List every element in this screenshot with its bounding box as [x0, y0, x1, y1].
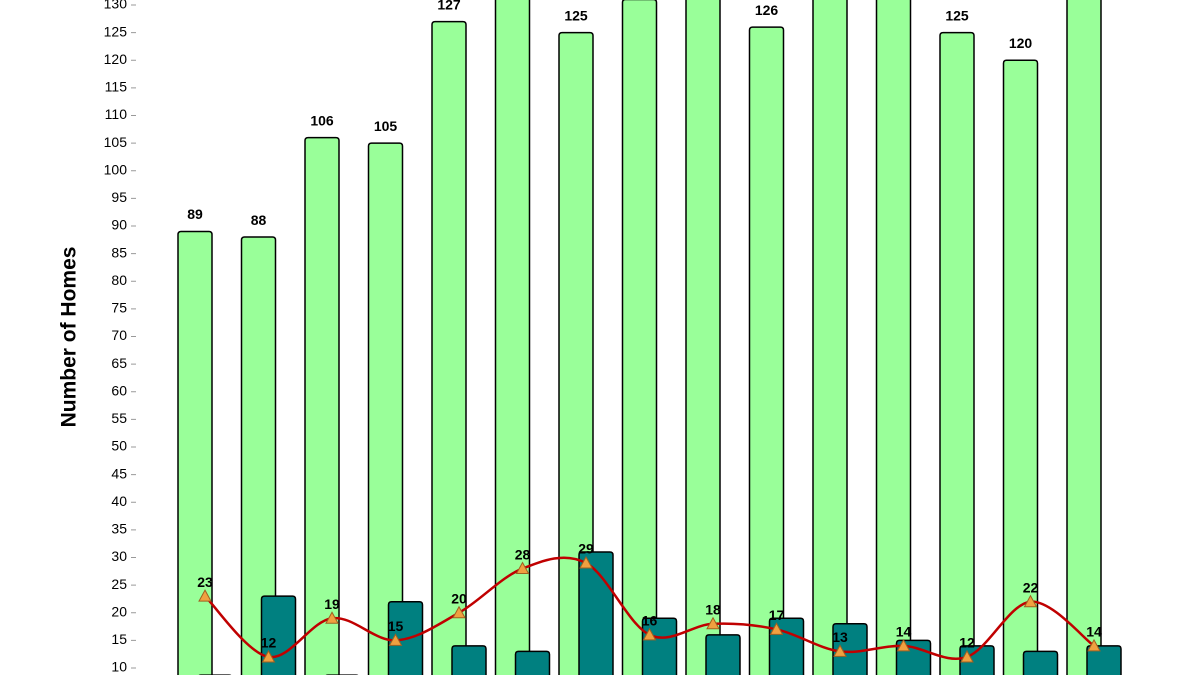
value-label: 29: [578, 541, 594, 557]
y-tick-label: 95: [111, 189, 127, 205]
marker: [960, 649, 974, 663]
value-label: 22: [1023, 579, 1039, 595]
y-tick-label: 80: [111, 272, 127, 288]
bar: [431, 20, 467, 675]
bar: [514, 650, 551, 675]
bar: [451, 645, 487, 675]
marker: [1023, 594, 1038, 608]
value-label: 20: [451, 590, 467, 606]
bar: [1086, 645, 1122, 675]
y-tick-label: 85: [111, 244, 127, 260]
bar: [705, 634, 741, 675]
y-tick-label: 125: [104, 23, 128, 39]
y-tick-label: 55: [111, 410, 127, 426]
bar: [875, 0, 912, 675]
y-tick-label: 75: [111, 300, 127, 316]
value-label: 15: [388, 618, 404, 634]
value-label: 106: [310, 112, 334, 128]
marker: [769, 622, 784, 635]
y-tick-label: 130: [104, 0, 128, 12]
marker: [515, 561, 530, 575]
bar: [1022, 650, 1059, 675]
bar: [1066, 0, 1102, 675]
value-label: 14: [1086, 624, 1102, 640]
marker: [325, 611, 339, 624]
marker: [1087, 638, 1101, 652]
value-label: 125: [945, 7, 969, 23]
bar: [685, 0, 721, 675]
value-label: 126: [755, 2, 779, 18]
marker: [706, 616, 720, 630]
value-label: 12: [959, 635, 975, 651]
marker: [642, 627, 657, 641]
value-label: 88: [251, 212, 267, 228]
bar: [558, 31, 594, 675]
value-label: 105: [374, 118, 398, 134]
y-tick-label: 40: [111, 493, 127, 509]
y-tick-label: 100: [104, 161, 128, 177]
bar: [748, 26, 785, 675]
y-tick-label: 35: [111, 521, 127, 537]
marker: [452, 605, 466, 619]
value-label: 17: [769, 607, 785, 623]
value-label: 16: [642, 613, 658, 629]
bar: [832, 623, 868, 675]
value-label: 120: [1009, 35, 1033, 51]
value-label: 14: [896, 624, 912, 640]
value-label: 19: [324, 596, 340, 612]
marker: [896, 638, 911, 652]
value-label: 28: [515, 546, 531, 562]
bar: [367, 142, 404, 675]
value-label: 89: [187, 206, 203, 222]
y-tick-label: 15: [111, 631, 127, 647]
bar: [494, 0, 531, 675]
value-label: 13: [832, 629, 848, 645]
marker: [833, 644, 847, 657]
value-label: 127: [437, 0, 461, 12]
value-label: 125: [564, 7, 588, 23]
value-label: 23: [197, 574, 213, 590]
y-axis-label: Number of Homes: [58, 247, 81, 428]
bar: [177, 230, 213, 675]
y-tick-label: 45: [111, 465, 127, 481]
y-tick-label: 30: [111, 548, 127, 564]
y-tick-label: 115: [105, 79, 128, 95]
y-tick-label: 120: [104, 51, 128, 67]
bar: [621, 0, 658, 675]
y-tick-label: 25: [111, 576, 127, 592]
bar: [240, 236, 277, 675]
y-tick-label: 50: [111, 438, 127, 454]
marker: [388, 633, 403, 646]
marker: [198, 589, 212, 602]
y-tick-label: 70: [111, 327, 127, 343]
value-label: 18: [705, 602, 721, 618]
y-tick-label: 65: [111, 355, 127, 371]
y-tick-label: 20: [111, 603, 127, 619]
y-tick-label: 10: [111, 659, 127, 675]
y-tick-label: 60: [111, 382, 127, 398]
bar: [812, 0, 848, 675]
y-tick-label: 90: [111, 217, 127, 233]
marker: [261, 649, 276, 663]
bar: [304, 136, 340, 675]
y-tick-label: 105: [104, 134, 128, 150]
bar: [1002, 59, 1039, 675]
bar: [939, 31, 975, 675]
value-label: 12: [261, 635, 277, 651]
marker: [579, 555, 593, 569]
y-tick-label: 110: [105, 106, 128, 122]
